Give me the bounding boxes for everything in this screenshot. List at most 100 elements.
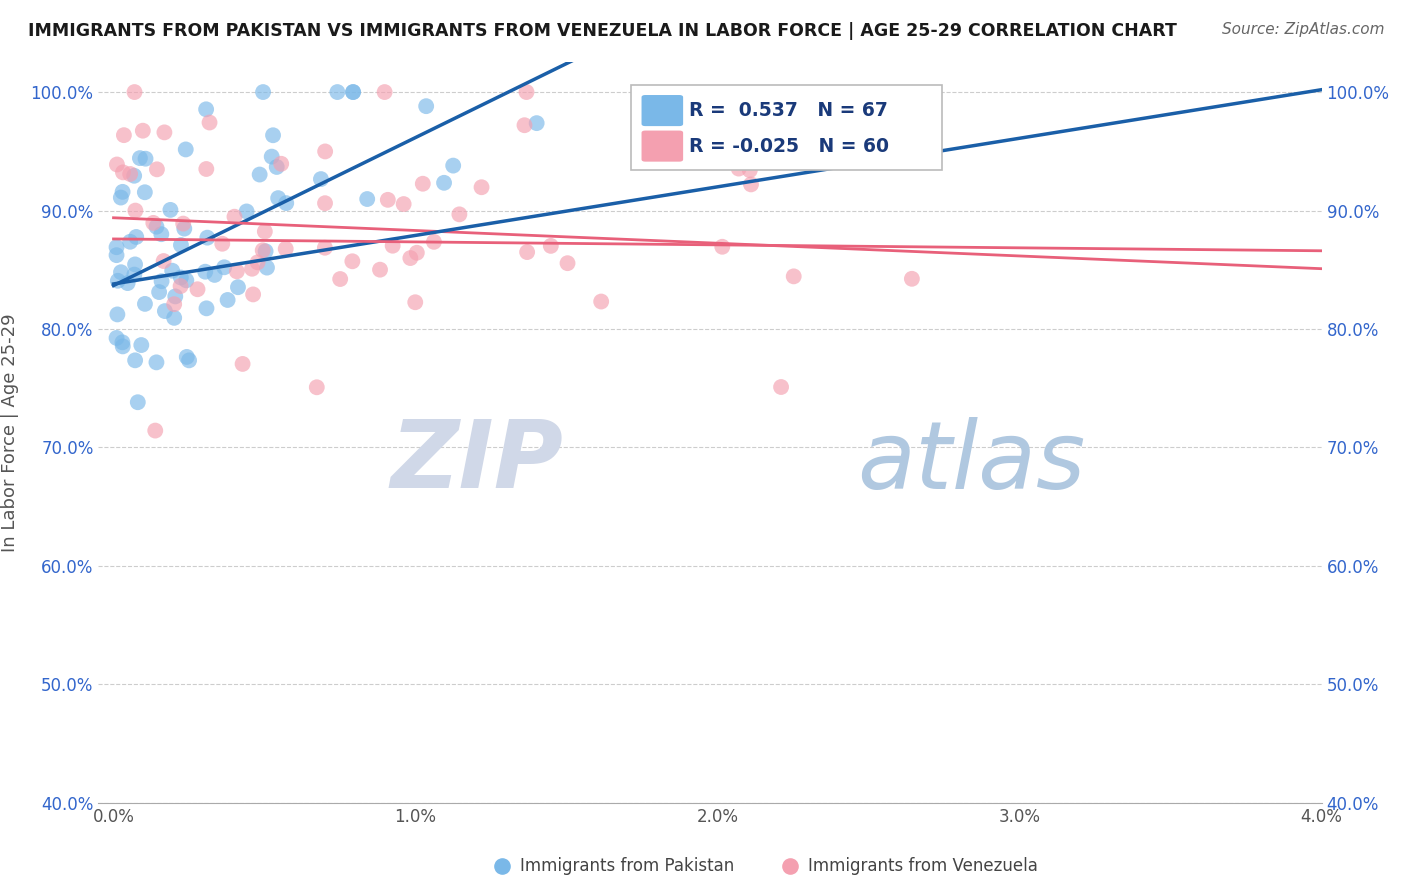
Point bbox=[195, 301, 218, 316]
Point bbox=[374, 85, 396, 99]
Point bbox=[253, 225, 276, 239]
Point bbox=[170, 238, 193, 252]
Point bbox=[252, 244, 274, 258]
Point bbox=[515, 85, 537, 99]
Point bbox=[134, 297, 156, 311]
Point bbox=[270, 157, 292, 171]
Point bbox=[224, 210, 246, 224]
Point bbox=[107, 274, 129, 288]
Point bbox=[274, 242, 297, 256]
Point bbox=[145, 355, 167, 369]
Point bbox=[276, 196, 298, 211]
Text: IMMIGRANTS FROM PAKISTAN VS IMMIGRANTS FROM VENEZUELA IN LABOR FORCE | AGE 25-29: IMMIGRANTS FROM PAKISTAN VS IMMIGRANTS F… bbox=[28, 22, 1177, 40]
Point bbox=[170, 270, 193, 285]
Point bbox=[404, 295, 426, 310]
Point bbox=[124, 203, 146, 218]
Point bbox=[260, 150, 283, 164]
Point bbox=[125, 230, 148, 244]
Point bbox=[174, 143, 197, 157]
Point bbox=[326, 85, 349, 99]
Point bbox=[309, 172, 332, 186]
Point bbox=[399, 251, 422, 265]
Point bbox=[314, 196, 336, 211]
Point bbox=[153, 125, 176, 139]
Point bbox=[252, 85, 274, 99]
Point bbox=[392, 197, 415, 211]
Point bbox=[246, 255, 269, 269]
Point bbox=[186, 282, 208, 296]
Point bbox=[117, 276, 139, 290]
Point bbox=[112, 128, 135, 143]
Point bbox=[165, 289, 187, 303]
Point bbox=[412, 177, 434, 191]
Point bbox=[314, 145, 336, 159]
Point bbox=[120, 235, 142, 249]
Point bbox=[163, 310, 186, 325]
Point bbox=[153, 304, 176, 318]
Point bbox=[526, 116, 548, 130]
Point bbox=[738, 163, 761, 178]
Point bbox=[148, 285, 170, 299]
Point bbox=[204, 268, 226, 282]
Point bbox=[381, 238, 404, 252]
Point bbox=[217, 293, 239, 307]
Point bbox=[441, 159, 464, 173]
Point bbox=[163, 297, 186, 311]
Point bbox=[110, 190, 132, 204]
Point bbox=[176, 350, 198, 364]
Point bbox=[415, 99, 437, 113]
Point bbox=[342, 254, 364, 268]
Point bbox=[901, 272, 924, 286]
Point bbox=[143, 424, 166, 438]
Point bbox=[135, 152, 157, 166]
Point bbox=[262, 128, 284, 143]
Text: R =  0.537   N = 67: R = 0.537 N = 67 bbox=[689, 101, 889, 120]
Point bbox=[368, 262, 391, 277]
Point bbox=[120, 167, 142, 181]
Point bbox=[405, 245, 427, 260]
Text: R = -0.025   N = 60: R = -0.025 N = 60 bbox=[689, 136, 889, 155]
FancyBboxPatch shape bbox=[641, 95, 683, 126]
Point bbox=[211, 236, 233, 251]
Point bbox=[329, 272, 352, 286]
Point bbox=[150, 274, 173, 288]
Point bbox=[513, 118, 536, 132]
Point bbox=[540, 239, 562, 253]
Point bbox=[212, 260, 235, 275]
Point bbox=[423, 235, 446, 249]
Text: Immigrants from Pakistan: Immigrants from Pakistan bbox=[520, 856, 735, 875]
Point bbox=[342, 85, 364, 99]
Point bbox=[449, 207, 471, 221]
Point bbox=[176, 273, 198, 287]
Point bbox=[470, 180, 492, 194]
Point bbox=[111, 165, 134, 179]
Point bbox=[226, 280, 249, 294]
Text: Source: ZipAtlas.com: Source: ZipAtlas.com bbox=[1222, 22, 1385, 37]
Point bbox=[242, 287, 264, 301]
Point bbox=[591, 294, 613, 309]
Point bbox=[111, 339, 134, 353]
Point bbox=[172, 217, 194, 231]
Point bbox=[127, 395, 149, 409]
Point bbox=[195, 161, 218, 176]
Point bbox=[129, 151, 152, 165]
Point bbox=[105, 157, 128, 171]
Point bbox=[110, 265, 132, 279]
Point bbox=[177, 353, 200, 368]
Point bbox=[105, 248, 128, 262]
Point bbox=[377, 193, 399, 207]
Point bbox=[770, 380, 793, 394]
Point bbox=[150, 227, 173, 242]
FancyBboxPatch shape bbox=[641, 130, 683, 161]
Point bbox=[142, 216, 165, 230]
Point bbox=[249, 168, 271, 182]
Point bbox=[132, 124, 155, 138]
Point bbox=[433, 176, 456, 190]
Text: ZIP: ZIP bbox=[391, 417, 564, 508]
Point bbox=[314, 241, 336, 255]
Point bbox=[305, 380, 328, 394]
Point bbox=[235, 204, 257, 219]
Text: Immigrants from Venezuela: Immigrants from Venezuela bbox=[808, 856, 1038, 875]
Point bbox=[256, 260, 278, 275]
FancyBboxPatch shape bbox=[630, 85, 942, 169]
